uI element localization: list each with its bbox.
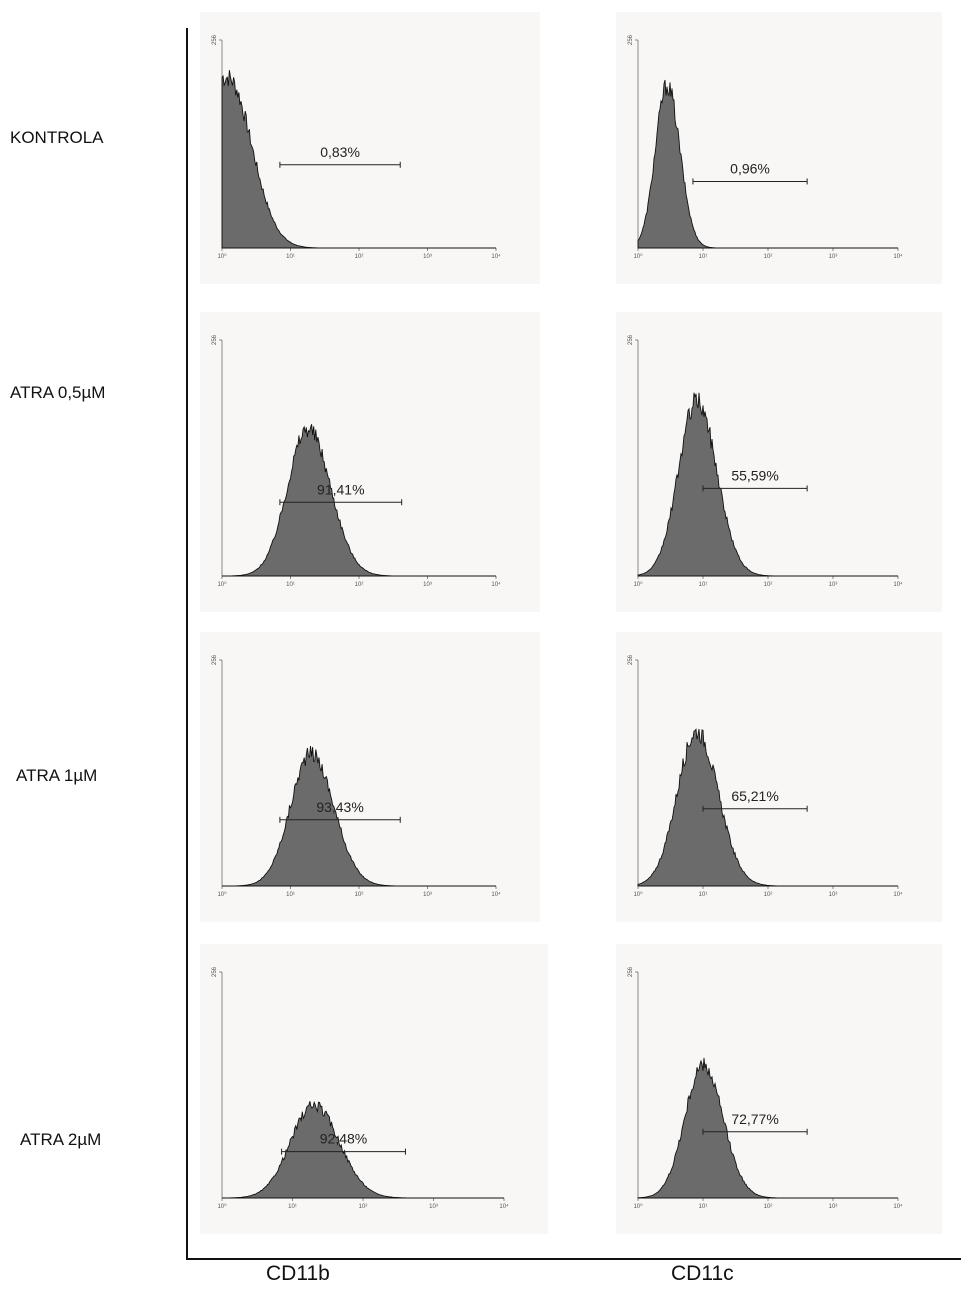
x-tick-label: 10² (764, 582, 773, 588)
y-tick-label: 256 (628, 966, 634, 977)
frame-vertical-axis (186, 28, 188, 1260)
histogram-panel: 256 10⁰ 10¹ 10² 10³ 10⁴ 92,48% (200, 944, 548, 1234)
x-tick-label: 10¹ (699, 892, 708, 898)
histogram-panel: 256 10⁰ 10¹ 10² 10³ 10⁴ 0,96% (616, 12, 942, 284)
x-tick-label: 10⁴ (893, 891, 903, 898)
x-tick-label: 10⁴ (893, 1203, 903, 1210)
x-tick-label: 10² (764, 254, 773, 260)
gate-percentage-label: 72,77% (731, 1111, 778, 1127)
x-tick-label: 10¹ (699, 1204, 708, 1210)
row-label-kontrola: KONTROLA (10, 128, 104, 147)
gate-percentage-label: 91,41% (317, 481, 364, 497)
column-label-cd11b: CD11b (266, 1262, 330, 1285)
histogram-panel: 256 10⁰ 10¹ 10² 10³ 10⁴ 93,43% (200, 632, 540, 922)
row-label-atra-0-5: ATRA 0,5µM (10, 383, 106, 402)
y-tick-label: 256 (212, 654, 218, 665)
x-tick-label: 10⁰ (633, 253, 643, 260)
x-tick-label: 10⁰ (633, 1203, 643, 1210)
x-tick-label: 10⁰ (217, 891, 227, 898)
y-tick-label: 256 (628, 654, 634, 665)
x-tick-label: 10⁰ (217, 253, 227, 260)
x-tick-label: 10¹ (286, 254, 295, 260)
gate-percentage-label: 65,21% (731, 788, 778, 804)
x-tick-label: 10⁴ (893, 253, 903, 260)
y-tick-label: 256 (212, 34, 218, 45)
x-tick-label: 10³ (423, 892, 432, 898)
x-tick-label: 10⁰ (217, 581, 227, 588)
x-tick-label: 10⁰ (217, 1203, 227, 1210)
histogram-svg: 256 10⁰ 10¹ 10² 10³ 10⁴ 91,41% (212, 334, 501, 588)
x-tick-label: 10¹ (699, 582, 708, 588)
x-tick-label: 10¹ (286, 892, 295, 898)
histogram-area (221, 70, 496, 249)
x-tick-label: 10¹ (699, 254, 708, 260)
gate-percentage-label: 0,96% (730, 160, 770, 176)
histogram-area (222, 1100, 504, 1199)
frame-horizontal-axis (186, 1258, 961, 1260)
x-tick-label: 10⁴ (491, 581, 501, 588)
gate-percentage-label: 92,48% (320, 1131, 367, 1147)
x-tick-label: 10² (359, 1204, 368, 1210)
x-tick-label: 10³ (429, 1204, 438, 1210)
histogram-area (637, 79, 898, 249)
y-tick-label: 256 (628, 34, 634, 45)
histogram-panel: 256 10⁰ 10¹ 10² 10³ 10⁴ 55,59% (616, 312, 942, 612)
gate-percentage-label: 0,83% (320, 144, 360, 160)
histogram-area (637, 728, 898, 887)
x-tick-label: 10³ (423, 582, 432, 588)
histogram-svg: 256 10⁰ 10¹ 10² 10³ 10⁴ 65,21% (628, 654, 903, 898)
histogram-panel: 256 10⁰ 10¹ 10² 10³ 10⁴ 0,83% (200, 12, 540, 284)
x-tick-label: 10² (355, 582, 364, 588)
x-tick-label: 10³ (829, 1204, 838, 1210)
y-tick-label: 256 (212, 334, 218, 345)
x-tick-label: 10¹ (286, 582, 295, 588)
row-label-atra-1: ATRA 1µM (16, 766, 98, 785)
gate-percentage-label: 93,43% (316, 799, 363, 815)
histogram-svg: 256 10⁰ 10¹ 10² 10³ 10⁴ 92,48% (212, 966, 509, 1210)
x-tick-label: 10³ (829, 254, 838, 260)
gate-percentage-label: 55,59% (731, 467, 778, 483)
x-tick-label: 10² (764, 892, 773, 898)
x-tick-label: 10⁴ (499, 1203, 509, 1210)
x-tick-label: 10⁰ (633, 581, 643, 588)
x-tick-label: 10³ (423, 254, 432, 260)
x-tick-label: 10² (764, 1204, 773, 1210)
histogram-svg: 256 10⁰ 10¹ 10² 10³ 10⁴ 93,43% (212, 654, 501, 898)
y-tick-label: 256 (212, 966, 218, 977)
histogram-panel: 256 10⁰ 10¹ 10² 10³ 10⁴ 91,41% (200, 312, 540, 612)
x-tick-label: 10⁴ (893, 581, 903, 588)
histogram-svg: 256 10⁰ 10¹ 10² 10³ 10⁴ 72,77% (628, 966, 903, 1210)
histogram-panel: 256 10⁰ 10¹ 10² 10³ 10⁴ 72,77% (616, 944, 942, 1234)
histogram-svg: 256 10⁰ 10¹ 10² 10³ 10⁴ 0,83% (212, 34, 501, 260)
x-tick-label: 10⁴ (491, 253, 501, 260)
x-tick-label: 10⁴ (491, 891, 501, 898)
histogram-area (222, 746, 496, 887)
histogram-svg: 256 10⁰ 10¹ 10² 10³ 10⁴ 0,96% (628, 34, 903, 260)
x-tick-label: 10³ (829, 582, 838, 588)
histogram-panel: 256 10⁰ 10¹ 10² 10³ 10⁴ 65,21% (616, 632, 942, 922)
column-label-cd11c: CD11c (671, 1262, 734, 1285)
x-tick-label: 10¹ (288, 1204, 297, 1210)
histogram-svg: 256 10⁰ 10¹ 10² 10³ 10⁴ 55,59% (628, 334, 903, 588)
x-tick-label: 10² (355, 892, 364, 898)
histogram-area (637, 1057, 898, 1199)
x-tick-label: 10⁰ (633, 891, 643, 898)
x-tick-label: 10³ (829, 892, 838, 898)
row-label-atra-2: ATRA 2µM (20, 1130, 102, 1149)
histogram-area (637, 392, 898, 577)
y-tick-label: 256 (628, 334, 634, 345)
histogram-area (222, 424, 496, 577)
x-tick-label: 10² (355, 254, 364, 260)
